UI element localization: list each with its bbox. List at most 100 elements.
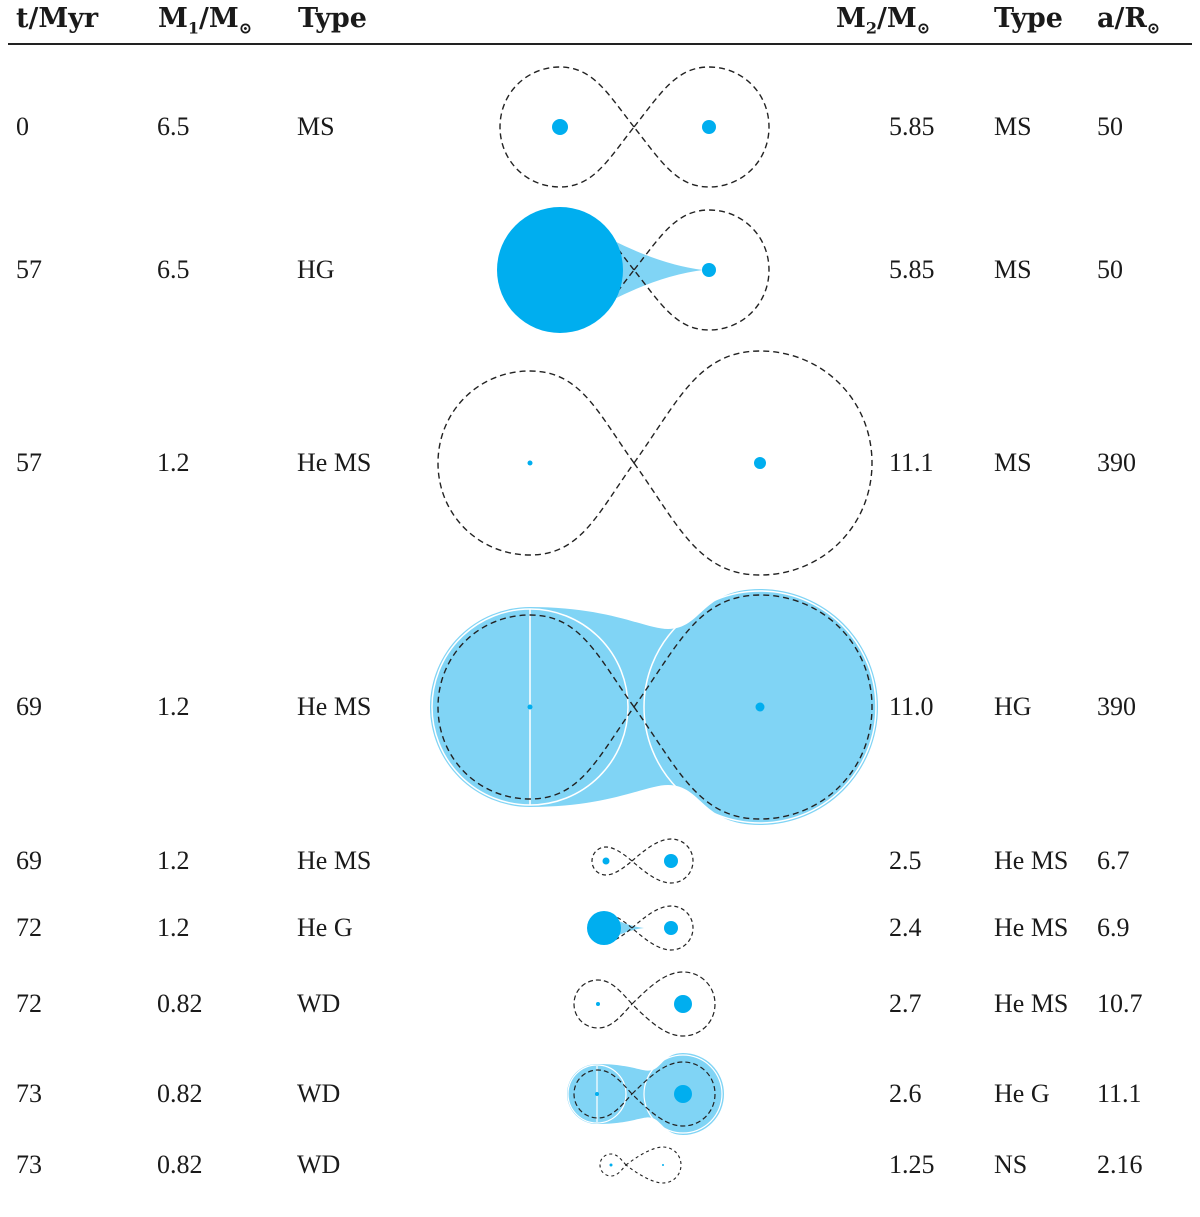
star-2 xyxy=(664,854,678,868)
cell-type2: MS xyxy=(994,448,1032,477)
common-envelope xyxy=(430,589,878,825)
cell-m2: 2.5 xyxy=(889,846,922,875)
cell-t: 57 xyxy=(16,255,42,284)
roche-lobe-1 xyxy=(499,66,635,188)
cell-m1: 1.2 xyxy=(157,913,190,942)
roche-lobe-1 xyxy=(437,614,635,800)
header-mass2-sub: 2 xyxy=(865,18,878,38)
star-1 xyxy=(595,1092,599,1096)
header-mass2: M2/M⊙ xyxy=(836,3,930,37)
star-2 xyxy=(664,921,678,935)
star-2 xyxy=(674,995,692,1013)
star-2 xyxy=(702,263,716,277)
cell-type1: HG xyxy=(297,255,335,284)
star-1 xyxy=(552,119,568,135)
cell-type1: WD xyxy=(297,989,341,1018)
cell-type2: HG xyxy=(994,692,1032,721)
cell-type2: NS xyxy=(994,1150,1028,1179)
core-boundary-2 xyxy=(643,590,877,824)
cell-m1: 0.82 xyxy=(157,989,203,1018)
common-envelope xyxy=(567,1053,724,1135)
cell-type2: He MS xyxy=(994,913,1069,942)
cell-t: 73 xyxy=(16,1150,42,1179)
roche-lobe-2 xyxy=(633,209,770,331)
header-separation: a/R⊙ xyxy=(1097,3,1160,37)
star-2 xyxy=(755,702,765,712)
header-mass1-tail: /M xyxy=(199,3,239,34)
cell-m1: 1.2 xyxy=(157,692,190,721)
cell-type1: MS xyxy=(297,112,335,141)
cell-a: 10.7 xyxy=(1097,989,1143,1018)
cell-t: 0 xyxy=(16,112,29,141)
cell-type1: He MS xyxy=(297,692,372,721)
header-separation-sun: ⊙ xyxy=(1146,18,1161,38)
cell-a: 11.1 xyxy=(1097,1079,1142,1108)
cell-a: 6.7 xyxy=(1097,846,1130,875)
cell-t: 72 xyxy=(16,913,42,942)
cell-type1: He G xyxy=(297,913,353,942)
cell-a: 390 xyxy=(1097,692,1136,721)
header-mass1: M1/M⊙ xyxy=(158,3,252,37)
star-1 xyxy=(596,1002,600,1006)
cell-m1: 6.5 xyxy=(157,112,190,141)
cell-type2: He MS xyxy=(994,846,1069,875)
cell-a: 6.9 xyxy=(1097,913,1130,942)
roche-lobe-2 xyxy=(631,838,694,884)
cell-m2: 5.85 xyxy=(889,255,935,284)
roche-lobe-1 xyxy=(573,979,633,1029)
cell-m1: 0.82 xyxy=(157,1150,203,1179)
roche-lobe-2 xyxy=(631,1061,716,1127)
cell-m2: 2.7 xyxy=(889,989,922,1018)
cell-m1: 1.2 xyxy=(157,448,190,477)
star-1-donor xyxy=(587,911,621,945)
roche-lobe-2 xyxy=(631,905,694,951)
table-header: t/Myr M1/M⊙ Type M2/M⊙ Type a/R⊙ xyxy=(0,0,1200,44)
header-separation-text: a/R xyxy=(1097,3,1147,34)
header-mass1-letter: M xyxy=(158,3,188,34)
star-2 xyxy=(702,120,716,134)
star-2 xyxy=(662,1164,664,1166)
header-type1: Type xyxy=(298,3,367,34)
cell-type2: MS xyxy=(994,112,1032,141)
star-1 xyxy=(602,857,610,865)
roche-lobe-2 xyxy=(633,66,770,188)
cell-m1: 1.2 xyxy=(157,846,190,875)
roche-lobe-1 xyxy=(437,370,635,556)
roche-lobe-1 xyxy=(591,846,633,876)
core-boundary-1 xyxy=(567,1064,627,1124)
cell-type1: He MS xyxy=(297,448,372,477)
roche-lobe-2 xyxy=(633,350,873,576)
cell-type1: WD xyxy=(297,1150,341,1179)
star-1 xyxy=(527,704,533,710)
cell-a: 390 xyxy=(1097,448,1136,477)
cell-t: 69 xyxy=(16,692,42,721)
roche-lobe-2 xyxy=(625,1146,682,1184)
cell-t: 57 xyxy=(16,448,42,477)
star-1 xyxy=(609,1163,613,1167)
roche-lobe-2 xyxy=(631,971,716,1037)
star-1 xyxy=(527,460,533,466)
header-time: t/Myr xyxy=(16,3,99,34)
cell-m2: 2.4 xyxy=(889,913,922,942)
cell-m1: 0.82 xyxy=(157,1079,203,1108)
star-2 xyxy=(674,1085,692,1103)
cell-m2: 11.0 xyxy=(889,692,934,721)
cell-m2: 1.25 xyxy=(889,1150,935,1179)
roche-lobe-2 xyxy=(633,594,873,820)
cell-m2: 5.85 xyxy=(889,112,935,141)
header-mass2-tail: /M xyxy=(877,3,917,34)
cell-t: 72 xyxy=(16,989,42,1018)
star-2 xyxy=(754,457,766,469)
header-mass1-sun: ⊙ xyxy=(238,18,253,38)
cell-t: 73 xyxy=(16,1079,42,1108)
header-mass1-sub: 1 xyxy=(187,18,200,38)
cell-t: 69 xyxy=(16,846,42,875)
cell-a: 2.16 xyxy=(1097,1150,1143,1179)
header-mass2-letter: M xyxy=(836,3,866,34)
roche-lobe-1 xyxy=(573,1069,633,1119)
cell-m2: 11.1 xyxy=(889,448,934,477)
star-1-donor xyxy=(497,207,623,333)
header-mass2-sun: ⊙ xyxy=(916,18,931,38)
cell-type1: He MS xyxy=(297,846,372,875)
